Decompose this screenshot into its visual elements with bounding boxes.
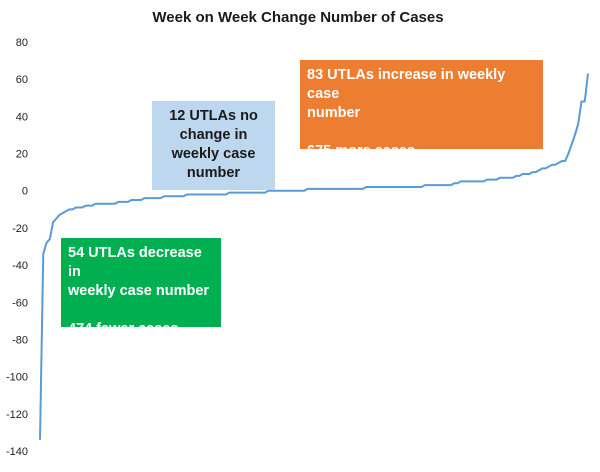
- y-tick-label: 80: [16, 37, 28, 49]
- decrease-callout-line1: 54 UTLAs decrease in: [68, 245, 202, 280]
- no-change-callout-line3: weekly case: [171, 146, 256, 162]
- y-tick-label: -60: [12, 297, 28, 309]
- y-tick-label: 0: [22, 186, 28, 198]
- y-tick-label: -80: [12, 334, 28, 346]
- series-layer: [39, 73, 589, 440]
- no-change-callout-line2: change in: [179, 127, 248, 143]
- no-change-callout-line1: 12 UTLAs no: [169, 108, 258, 124]
- increase-callout: 83 UTLAs increase in weekly case number …: [300, 60, 543, 159]
- decrease-callout-line3: 474 fewer cases: [68, 321, 179, 337]
- y-axis: 80 60 40 20 0 -20 -40 -60 -80 -100 -120 -140: [6, 37, 28, 458]
- y-tick-label: -120: [6, 409, 28, 421]
- decrease-callout: 54 UTLAs decrease in weekly case number …: [61, 238, 221, 337]
- y-tick-label: -40: [12, 260, 28, 272]
- no-change-callout: 12 UTLAs no change in weekly case number: [152, 101, 275, 190]
- callout-spacer: [307, 123, 536, 142]
- y-tick-label: 60: [16, 74, 28, 86]
- y-tick-label: 40: [16, 111, 28, 123]
- chart-title: Week on Week Change Number of Cases: [152, 9, 443, 26]
- y-tick-label: -140: [6, 446, 28, 458]
- decrease-callout-line2: weekly case number: [68, 283, 210, 299]
- increase-callout-line1: 83 UTLAs increase in weekly case: [307, 67, 506, 102]
- y-tick-label: -20: [12, 223, 28, 235]
- no-change-callout-line4: number: [186, 165, 241, 181]
- increase-callout-line2: number: [307, 105, 361, 121]
- increase-callout-line3: 675 more cases: [307, 143, 416, 159]
- callout-spacer: [68, 301, 214, 320]
- series-line: [39, 73, 589, 440]
- y-tick-label: 20: [16, 149, 28, 161]
- y-tick-label: -100: [6, 372, 28, 384]
